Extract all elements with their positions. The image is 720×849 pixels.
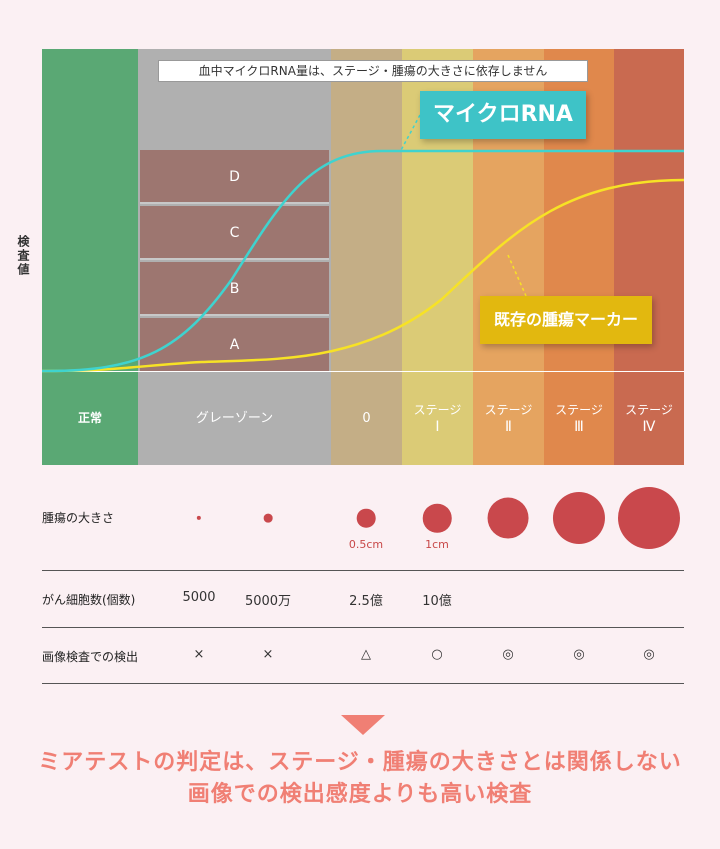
band-stage-4 [614,49,684,465]
row-divider [42,683,684,684]
microRNA-callout: マイクロRNA [420,91,586,139]
marker-callout: 既存の腫瘍マーカー [480,296,652,344]
curves [42,114,684,373]
stage-label-0: 0 [331,372,402,465]
detection-mark: ◎ [502,647,514,662]
stage-label-text: グレーゾーン [195,411,274,426]
band-normal [42,49,138,465]
detection-mark: × [193,647,205,662]
stage-roman: Ⅱ [505,418,512,435]
tumor-size-label: 1cm [425,538,449,551]
y-axis-label: 検査値 [16,235,30,277]
cell-count-value: 5000 [182,590,216,605]
tumor-size-dot [196,515,202,521]
baseline [42,371,684,372]
stage-label-text: 0 [362,411,371,426]
detection-mark: ○ [431,647,443,662]
detection-mark: ◎ [573,647,585,662]
detection-mark: × [262,647,274,662]
stage-label-text: ステージ [555,402,603,417]
conclusion-line-2: 画像での検出感度よりも高い検査 [187,782,533,807]
cell-count-value: 2.5億 [349,594,383,609]
row-divider [42,570,684,571]
stage-label-normal: 正常 [42,372,138,465]
row-label-imaging-detection: 画像検査での検出 [42,650,139,664]
stage-label-4: ステージ Ⅳ [614,372,684,465]
gray-zone-level-b: B [140,262,329,316]
tumor-size-dot [618,487,680,549]
tumor-size-dot [552,491,606,545]
tumor-size-dot [422,503,452,533]
stage-roman: Ⅲ [574,418,584,435]
down-arrow-icon [341,715,385,735]
cell-count-value: 5000万 [244,594,292,609]
detection-mark: ◎ [643,647,655,662]
stage-roman: Ⅰ [435,418,440,435]
stage-chart: D C B A 正常 グレーゾーン 0 ステージ Ⅰ ステージ Ⅱ ステージ Ⅲ… [42,49,684,465]
gray-zone-level-d: D [140,150,329,204]
row-divider [42,627,684,628]
stage-label-gray-zone: グレーゾーン [138,372,331,465]
tumor-size-dot [356,508,376,528]
stage-label-2: ステージ Ⅱ [473,372,544,465]
stage-label-text: ステージ [413,402,462,417]
stage-label-text: ステージ [625,402,673,417]
stage-roman: Ⅳ [642,418,656,435]
tumor-size-label: 0.5cm [348,538,384,551]
microRNA-callout-leader [399,114,421,153]
detection-mark: △ [361,647,371,662]
row-label-tumor-size: 腫瘍の大きさ [42,511,115,525]
marker-callout-leader [507,254,527,297]
microRNA-curve [42,149,684,373]
cell-count-value: 10億 [422,594,452,609]
note-banner: 血中マイクロRNA量は、ステージ・腫瘍の大きさに依存しません [158,60,588,82]
conclusion-line-1: ミアテストの判定は、ステージ・腫瘍の大きさとは関係しない [38,750,682,775]
row-label-cell-count: がん細胞数(個数) [42,593,136,607]
tumor-size-dot [487,497,529,539]
band-stage-0 [331,49,402,465]
stage-label-3: ステージ Ⅲ [544,372,614,465]
stage-label-1: ステージ Ⅰ [402,372,473,465]
stage-label-text: ステージ [484,402,533,417]
tumor-size-dot [263,513,273,523]
stage-label-text: 正常 [77,411,102,425]
gray-zone-level-c: C [140,206,329,260]
marker-curve [42,178,684,373]
